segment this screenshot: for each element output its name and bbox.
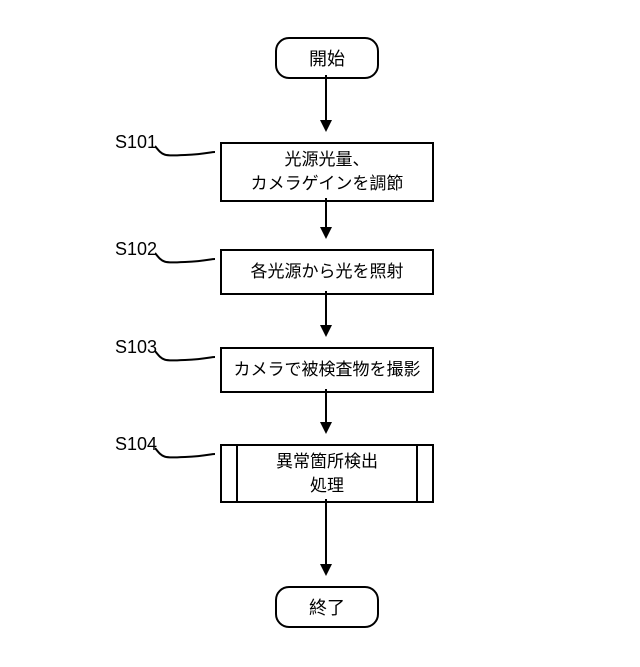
label-connector bbox=[155, 245, 225, 285]
flow-arrow bbox=[325, 75, 327, 130]
flow-node: カメラで被検査物を撮影 bbox=[220, 347, 434, 393]
flow-arrow bbox=[325, 291, 327, 335]
flowchart-canvas: 開始光源光量、 カメラゲインを調節 S101 各光源から光を照射 S102 カメラで被検… bbox=[0, 0, 640, 667]
label-connector bbox=[155, 138, 225, 178]
label-connector bbox=[155, 440, 225, 480]
flow-node: 終了 bbox=[275, 586, 379, 628]
step-label: S101 bbox=[115, 132, 157, 153]
flow-node: 開始 bbox=[275, 37, 379, 79]
step-label: S102 bbox=[115, 239, 157, 260]
flow-arrow bbox=[325, 389, 327, 432]
flow-arrow bbox=[325, 499, 327, 574]
flow-node: 光源光量、 カメラゲインを調節 bbox=[220, 142, 434, 202]
flow-arrow bbox=[325, 198, 327, 237]
label-connector bbox=[155, 343, 225, 383]
flow-node: 各光源から光を照射 bbox=[220, 249, 434, 295]
step-label: S104 bbox=[115, 434, 157, 455]
flow-node: 異常箇所検出 処理 bbox=[220, 444, 434, 503]
step-label: S103 bbox=[115, 337, 157, 358]
